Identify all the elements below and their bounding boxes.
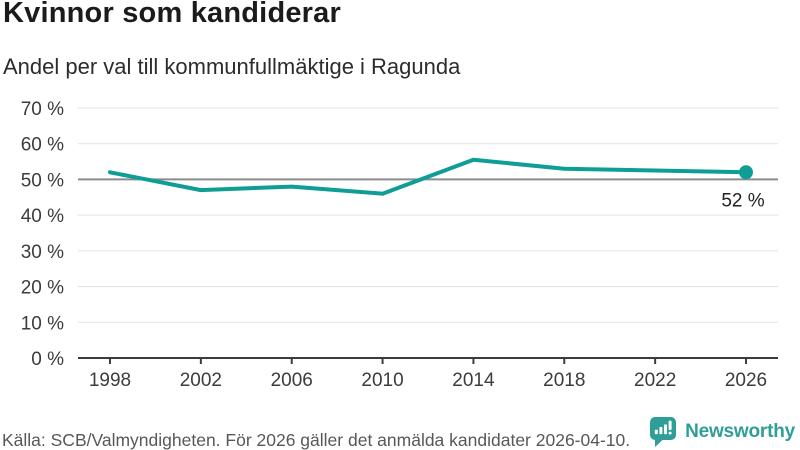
newsworthy-bubble-chart-icon: [650, 417, 677, 447]
x-tick-label: 2018: [543, 370, 585, 391]
chart-title: Kvinnor som kandiderar: [3, 0, 341, 29]
bar-chart-glyph: [654, 420, 672, 435]
x-tick-label: 2010: [361, 370, 403, 391]
x-tick-label: 2002: [180, 370, 222, 391]
y-tick-label: 20 %: [21, 278, 64, 299]
y-tick-label: 60 %: [21, 135, 64, 156]
x-tick-label: 2026: [725, 370, 767, 391]
newsworthy-logo: Newsworthy: [650, 417, 795, 447]
y-tick-label: 40 %: [21, 206, 64, 227]
source-note: Källa: SCB/Valmyndigheten. För 2026 gäll…: [2, 430, 631, 450]
y-tick-label: 0 %: [31, 349, 64, 370]
x-tick-label: 2006: [271, 370, 313, 391]
speech-bubble-shape: [650, 417, 677, 447]
line-chart: 0 % 10 % 20 % 30 % 40 % 50 % 60 % 70 % 1998 2002 2…: [21, 99, 778, 391]
end-point-marker: [739, 165, 753, 180]
x-tick-label: 2014: [452, 370, 495, 391]
newsworthy-brand-name: Newsworthy: [685, 421, 795, 442]
x-tick-label: 2022: [634, 370, 676, 391]
chart-subtitle: Andel per val till kommunfullmäktige i R…: [3, 54, 461, 79]
end-point-label: 52 %: [721, 190, 764, 211]
y-tick-label: 70 %: [21, 99, 64, 120]
data-line: [108, 157, 748, 196]
y-tick-label: 30 %: [21, 242, 64, 263]
y-tick-label: 10 %: [21, 313, 64, 334]
y-tick-label: 50 %: [21, 170, 64, 191]
x-tick-label: 1998: [89, 370, 131, 391]
